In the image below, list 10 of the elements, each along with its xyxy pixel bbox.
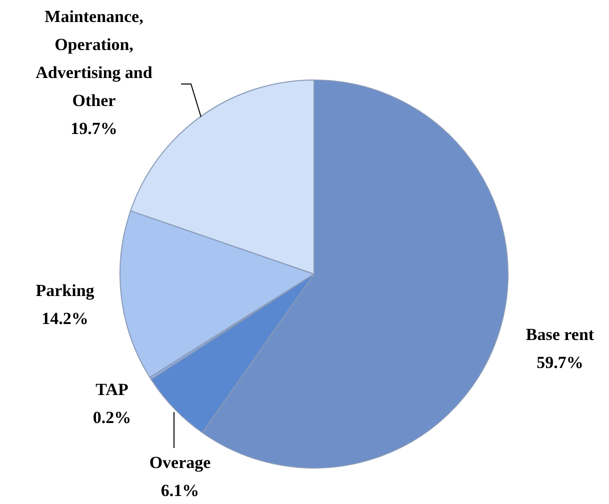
data-label: 14.2% — [42, 309, 88, 328]
data-label: 0.2% — [92, 408, 132, 427]
data-label: 59.7% — [536, 353, 584, 372]
data-label: 6.1% — [160, 481, 200, 500]
slice-label: Base rent — [526, 325, 594, 344]
data-label: 19.7% — [70, 119, 118, 138]
slice-label: TAP — [96, 380, 128, 399]
slice-label: Maintenance, Operation, Advertising and Other — [36, 7, 153, 110]
slice-label: Parking — [36, 281, 95, 300]
slice-label: Overage — [149, 453, 212, 472]
